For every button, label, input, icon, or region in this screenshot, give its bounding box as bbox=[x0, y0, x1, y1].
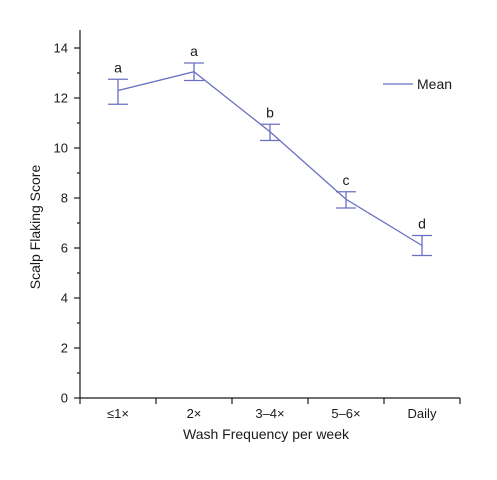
x-tick-label: 3–4× bbox=[255, 406, 284, 421]
group-label: a bbox=[190, 43, 198, 59]
x-tick-label: ≤1× bbox=[107, 406, 129, 421]
group-label: b bbox=[266, 104, 274, 120]
y-tick-label: 12 bbox=[54, 91, 68, 106]
y-ticks: 0 2 4 6 8 10 12 14 bbox=[54, 41, 80, 406]
y-tick-label: 6 bbox=[61, 241, 68, 256]
x-ticks: ≤1× 2× 3–4× 5–6× Daily bbox=[79, 398, 461, 421]
legend: Mean bbox=[383, 76, 452, 92]
y-tick-label: 8 bbox=[61, 191, 68, 206]
error-bar bbox=[260, 123, 280, 142]
series-layer: a a b c d bbox=[108, 43, 432, 257]
x-tick-label: Daily bbox=[408, 406, 437, 421]
x-tick-label: 5–6× bbox=[331, 406, 360, 421]
y-tick-label: 10 bbox=[54, 141, 68, 156]
y-tick-label: 14 bbox=[54, 41, 68, 56]
y-tick-label: 2 bbox=[61, 341, 68, 356]
group-label: a bbox=[114, 59, 122, 75]
error-bar bbox=[336, 191, 356, 209]
y-tick-label: 0 bbox=[61, 391, 68, 406]
mean-line bbox=[117, 71, 423, 247]
y-tick-label: 4 bbox=[61, 291, 68, 306]
error-bar bbox=[184, 62, 204, 82]
group-label: c bbox=[343, 172, 350, 188]
legend-label: Mean bbox=[417, 76, 452, 92]
error-bar bbox=[108, 78, 128, 105]
group-label: d bbox=[418, 216, 426, 232]
axes bbox=[79, 30, 460, 399]
error-bar bbox=[412, 234, 432, 257]
x-axis-title: Wash Frequency per week bbox=[183, 426, 350, 442]
y-axis-title: Scalp Flaking Score bbox=[27, 165, 43, 290]
x-tick-label: 2× bbox=[187, 406, 202, 421]
